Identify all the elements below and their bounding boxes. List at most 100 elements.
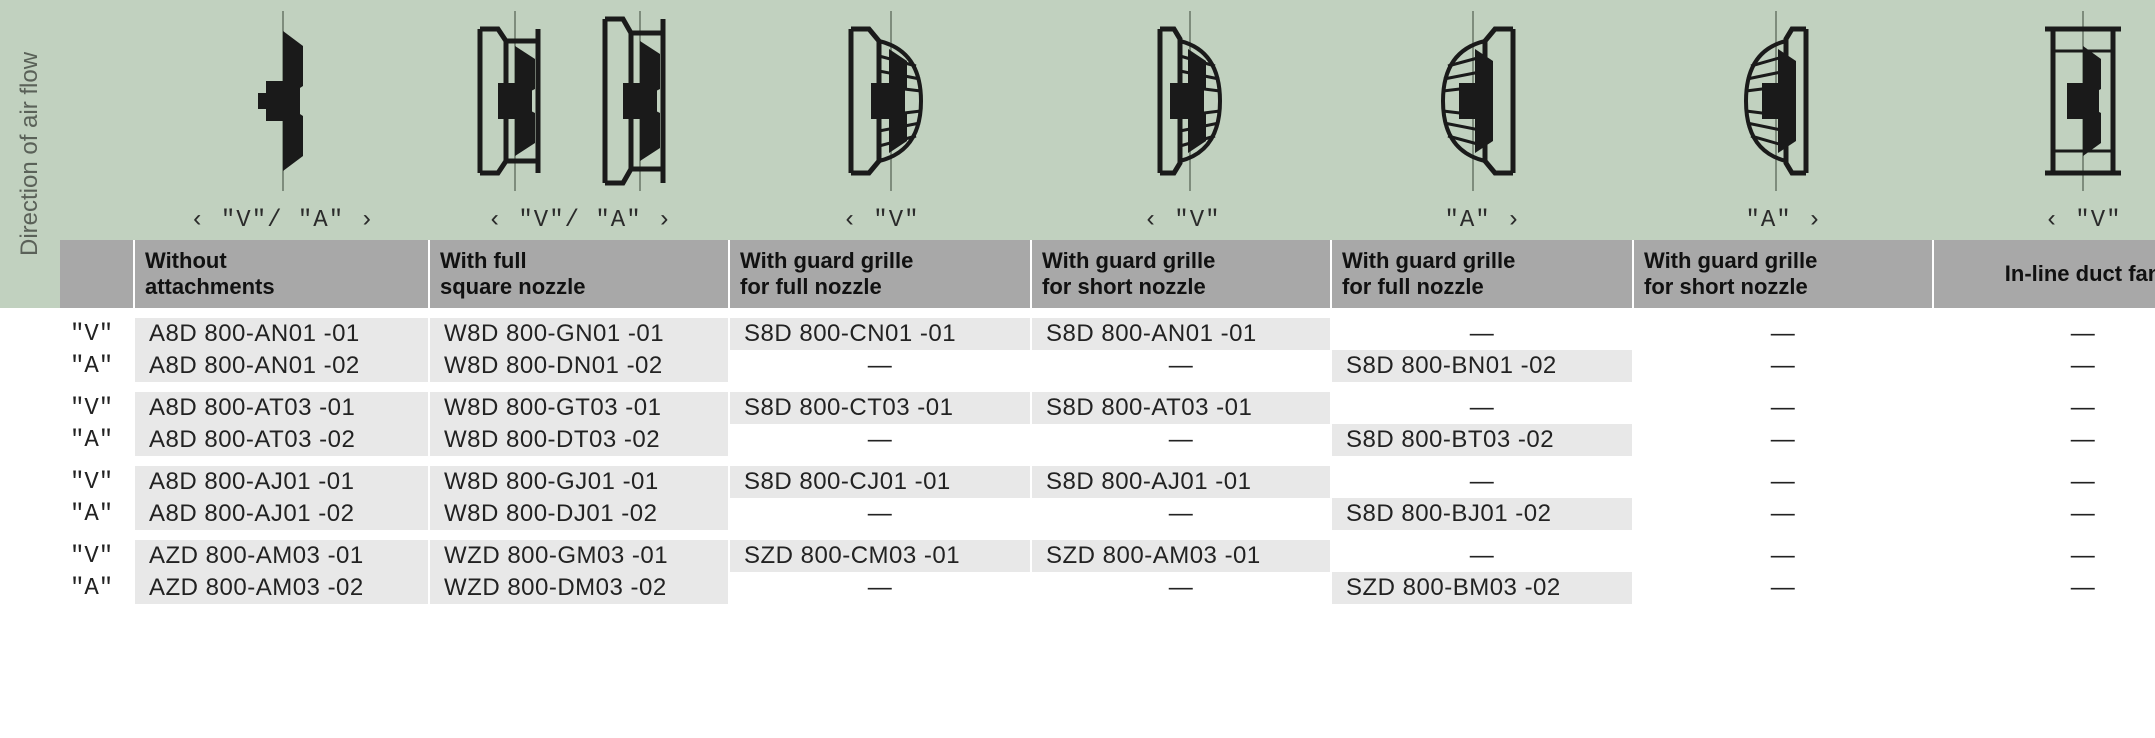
- row-label: "V": [60, 540, 135, 572]
- table-cell: —: [730, 498, 1032, 530]
- col-header-5: With guard grille for short nozzle: [1634, 240, 1934, 308]
- table-cell: —: [730, 350, 1032, 382]
- table-row: "A"A8D 800-AJ01 -02W8D 800-DJ01 -02——S8D…: [135, 498, 2155, 530]
- table-cell: WZD 800-DM03 -02: [430, 572, 730, 604]
- table-cell: SZD 800-AM03 -01: [1032, 540, 1332, 572]
- dir-label-3: ‹ "V": [1143, 201, 1220, 236]
- dir-label-2: ‹ "V": [842, 201, 919, 236]
- table-cell: W8D 800-GT03 -01: [430, 392, 730, 424]
- dir-label-4: "A" ›: [1444, 201, 1521, 236]
- table-cell: —: [1934, 392, 2155, 424]
- dir-label-0: ‹ "V"/ "A" ›: [190, 201, 375, 236]
- table-cell: —: [1634, 350, 1934, 382]
- fan-icon-plain: [228, 11, 338, 191]
- icon-col-3: ‹ "V": [1032, 0, 1332, 240]
- table-cell: —: [1332, 392, 1634, 424]
- col-header-2: With guard grille for full nozzle: [730, 240, 1032, 308]
- fan-icon-inline-duct: [2023, 11, 2143, 191]
- dir-label-5: "A" ›: [1745, 201, 1822, 236]
- row-label: "A": [60, 498, 135, 530]
- fan-icon-grille-short-v: [1112, 11, 1252, 191]
- table-cell: S8D 800-CJ01 -01: [730, 466, 1032, 498]
- table-row: "V"AZD 800-AM03 -01WZD 800-GM03 -01SZD 8…: [135, 530, 2155, 572]
- data-body: "V"A8D 800-AN01 -01W8D 800-GN01 -01S8D 8…: [135, 308, 2155, 604]
- table-cell: —: [1332, 466, 1634, 498]
- fan-icon-grille-full-v: [811, 11, 951, 191]
- icon-col-1: ‹ "V"/ "A" ›: [430, 0, 730, 240]
- table-cell: W8D 800-GJ01 -01: [430, 466, 730, 498]
- table-cell: W8D 800-DT03 -02: [430, 424, 730, 456]
- col-header-4: With guard grille for full nozzle: [1332, 240, 1634, 308]
- col-header-3: With guard grille for short nozzle: [1032, 240, 1332, 308]
- table-cell: —: [1934, 466, 2155, 498]
- table-cell: —: [1032, 498, 1332, 530]
- table-cell: —: [1934, 498, 2155, 530]
- row-label: "A": [60, 350, 135, 382]
- table-cell: —: [1634, 572, 1934, 604]
- table-row: "V"A8D 800-AT03 -01W8D 800-GT03 -01S8D 8…: [135, 382, 2155, 424]
- table-cell: W8D 800-DN01 -02: [430, 350, 730, 382]
- table-cell: A8D 800-AN01 -02: [135, 350, 430, 382]
- table-cell: S8D 800-AT03 -01: [1032, 392, 1332, 424]
- icon-header-row: ‹ "V"/ "A" ›: [135, 0, 2155, 240]
- table-cell: —: [1934, 572, 2155, 604]
- table-cell: —: [1332, 318, 1634, 350]
- table-cell: —: [1934, 350, 2155, 382]
- table-cell: S8D 800-AN01 -01: [1032, 318, 1332, 350]
- table-cell: —: [730, 572, 1032, 604]
- table-cell: S8D 800-CT03 -01: [730, 392, 1032, 424]
- spacer: [60, 240, 135, 308]
- table-cell: W8D 800-GN01 -01: [430, 318, 730, 350]
- dir-label-6: ‹ "V": [2044, 201, 2121, 236]
- table-cell: AZD 800-AM03 -01: [135, 540, 430, 572]
- table-row: "A"A8D 800-AN01 -02W8D 800-DN01 -02——S8D…: [135, 350, 2155, 382]
- table-row: "A"A8D 800-AT03 -02W8D 800-DT03 -02——S8D…: [135, 424, 2155, 456]
- table-cell: W8D 800-DJ01 -02: [430, 498, 730, 530]
- icon-col-5: "A" ›: [1634, 0, 1934, 240]
- table-cell: S8D 800-AJ01 -01: [1032, 466, 1332, 498]
- table-cell: S8D 800-BJ01 -02: [1332, 498, 1634, 530]
- row-label: "A": [60, 424, 135, 456]
- table-cell: A8D 800-AJ01 -02: [135, 498, 430, 530]
- row-label: "V": [60, 466, 135, 498]
- col-header-0: Without attachments: [135, 240, 430, 308]
- col-header-1: With full square nozzle: [430, 240, 730, 308]
- table-cell: —: [1934, 318, 2155, 350]
- row-label: "V": [60, 392, 135, 424]
- icon-col-0: ‹ "V"/ "A" ›: [135, 0, 430, 240]
- table-cell: S8D 800-BN01 -02: [1332, 350, 1634, 382]
- table-cell: A8D 800-AN01 -01: [135, 318, 430, 350]
- table-cell: A8D 800-AJ01 -01: [135, 466, 430, 498]
- table-cell: SZD 800-CM03 -01: [730, 540, 1032, 572]
- table-cell: —: [1032, 572, 1332, 604]
- table-cell: —: [1934, 540, 2155, 572]
- table-cell: —: [1634, 498, 1934, 530]
- table-cell: —: [1634, 466, 1934, 498]
- table-cell: —: [1934, 424, 2155, 456]
- table-cell: WZD 800-GM03 -01: [430, 540, 730, 572]
- fan-icon-grille-short-a: [1714, 11, 1854, 191]
- table-cell: AZD 800-AM03 -02: [135, 572, 430, 604]
- table-cell: —: [730, 424, 1032, 456]
- table-cell: A8D 800-AT03 -01: [135, 392, 430, 424]
- row-label: "A": [60, 572, 135, 604]
- column-header-row: Without attachments With full square noz…: [135, 240, 2155, 308]
- table-cell: S8D 800-BT03 -02: [1332, 424, 1634, 456]
- row-label: "V": [60, 318, 135, 350]
- table-cell: —: [1634, 540, 1934, 572]
- fan-icon-square-nozzle: [450, 11, 710, 191]
- table-cell: —: [1032, 350, 1332, 382]
- icon-col-6: ‹ "V": [1934, 0, 2155, 240]
- table-cell: —: [1634, 392, 1934, 424]
- table-row: "A"AZD 800-AM03 -02WZD 800-DM03 -02——SZD…: [135, 572, 2155, 604]
- table-row: "V"A8D 800-AN01 -01W8D 800-GN01 -01S8D 8…: [135, 308, 2155, 350]
- spacer: [60, 0, 135, 240]
- icon-col-2: ‹ "V": [730, 0, 1032, 240]
- table-row: "V"A8D 800-AJ01 -01W8D 800-GJ01 -01S8D 8…: [135, 456, 2155, 498]
- airflow-direction-label: Direction of air flow: [0, 0, 60, 308]
- fan-icon-grille-full-a: [1413, 11, 1553, 191]
- col-header-6: In-line duct fan: [1934, 240, 2155, 308]
- table-cell: SZD 800-BM03 -02: [1332, 572, 1634, 604]
- icon-col-4: "A" ›: [1332, 0, 1634, 240]
- table-cell: S8D 800-CN01 -01: [730, 318, 1032, 350]
